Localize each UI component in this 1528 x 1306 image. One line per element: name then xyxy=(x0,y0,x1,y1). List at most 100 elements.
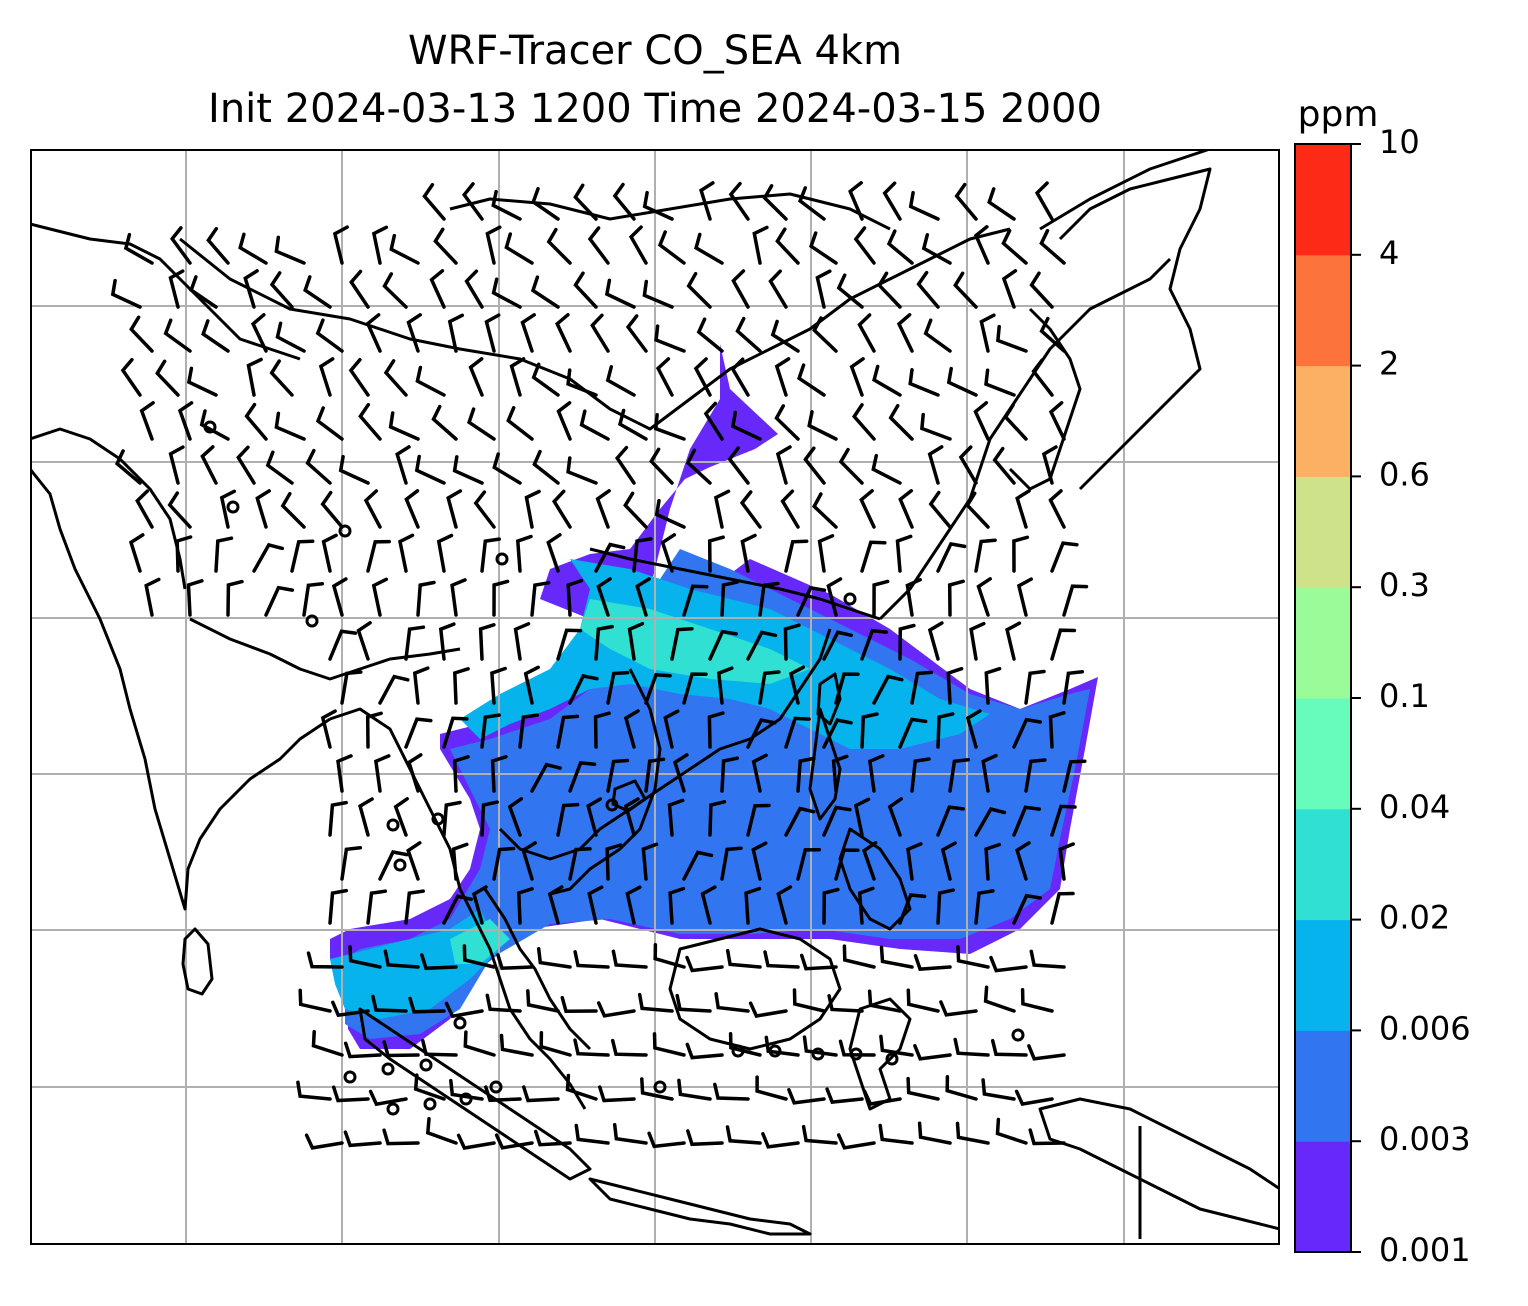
wind-barb xyxy=(404,625,426,661)
wind-barb xyxy=(594,542,626,573)
wind-barb xyxy=(625,885,642,925)
wind-barb xyxy=(797,363,826,397)
wind-barb xyxy=(974,889,995,925)
wind-barb xyxy=(388,411,420,441)
wind-barb xyxy=(898,489,914,529)
wind-barb xyxy=(199,409,230,441)
wind-barb xyxy=(1031,358,1054,397)
wind-barb xyxy=(731,269,750,309)
wind-barb xyxy=(784,539,809,573)
wind-barb xyxy=(566,368,598,397)
coastline-china-south xyxy=(589,547,881,621)
wind-barb xyxy=(1012,893,1043,925)
wind-barb xyxy=(393,797,409,837)
wind-barb xyxy=(522,1085,560,1103)
wind-barb xyxy=(727,446,750,485)
wind-barb xyxy=(775,227,800,265)
wind-barb xyxy=(973,225,990,265)
wind-barb xyxy=(1050,541,1079,573)
wind-barb xyxy=(280,491,306,529)
wind-barb xyxy=(910,670,934,705)
wind-barb xyxy=(560,995,598,1013)
wind-barb xyxy=(447,313,465,353)
colorbar-tick-label: 0.006 xyxy=(1379,1009,1471,1047)
colorbar-swatch xyxy=(1295,365,1351,477)
wind-barb xyxy=(758,581,780,617)
wind-barb xyxy=(444,1001,484,1019)
wind-barb xyxy=(275,321,306,353)
wind-barb xyxy=(989,955,1028,973)
wind-barb xyxy=(531,362,560,397)
colorbar-swatch xyxy=(1295,919,1351,1031)
wind-barb xyxy=(480,713,501,749)
wind-barb xyxy=(746,803,771,837)
wind-barb xyxy=(604,278,636,309)
wind-barb xyxy=(842,944,876,969)
wind-barb xyxy=(471,885,488,925)
coastline-japan xyxy=(1058,167,1212,491)
wind-barb xyxy=(906,1076,940,1101)
wind-barb xyxy=(642,279,674,309)
wind-barb xyxy=(320,709,337,749)
colorbar-swatch xyxy=(1295,698,1351,810)
wind-barb xyxy=(853,226,876,265)
wind-barb xyxy=(252,542,285,573)
wind-barb xyxy=(568,847,592,881)
wind-barb xyxy=(981,753,998,793)
wind-barb xyxy=(992,446,1016,485)
map-frame xyxy=(30,149,1280,1245)
wind-barb xyxy=(707,711,725,749)
wind-barb xyxy=(269,271,294,309)
wind-barb xyxy=(623,709,640,749)
wind-barb xyxy=(802,1035,838,1057)
wind-barb xyxy=(265,450,294,485)
wind-barb xyxy=(708,629,738,661)
wind-barb xyxy=(331,1000,370,1018)
wind-barb xyxy=(906,842,923,881)
coastline-new-guinea xyxy=(1038,1097,1280,1231)
wind-barb xyxy=(311,1030,344,1057)
map-title-line2: Init 2024-03-13 1200 Time 2024-03-15 200… xyxy=(208,86,1102,132)
wind-barb xyxy=(879,945,914,969)
wind-barb xyxy=(594,624,614,661)
wind-barb xyxy=(954,182,978,221)
wind-barb xyxy=(467,407,496,441)
wind-barb xyxy=(492,452,522,485)
wind-barb xyxy=(406,753,423,793)
wind-barb xyxy=(983,985,1016,1013)
wind-barb xyxy=(752,225,769,265)
wind-barb xyxy=(343,1130,382,1148)
wind-barb xyxy=(740,533,757,573)
wind-barb xyxy=(331,1085,370,1103)
wind-barb xyxy=(587,226,610,265)
wind-barb xyxy=(990,1038,1028,1057)
wind-barb xyxy=(784,806,816,837)
wind-barb xyxy=(1048,711,1066,749)
wind-barb xyxy=(1005,621,1022,661)
wind-barb xyxy=(520,313,536,353)
wind-barb xyxy=(817,534,835,573)
wind-barb xyxy=(168,269,185,309)
wind-barb xyxy=(304,1133,344,1150)
wind-barb xyxy=(1050,804,1077,837)
wind-barb xyxy=(632,537,653,573)
wind-barb xyxy=(595,489,611,529)
wind-barb xyxy=(725,1125,762,1145)
wind-barb xyxy=(513,622,531,661)
wind-barb xyxy=(862,841,878,881)
wind-barb xyxy=(956,945,990,969)
wind-barb xyxy=(744,886,762,925)
wind-barb xyxy=(974,806,1007,837)
colorbar: 0.001 0.003 0.006 0.02 0.04 0.1 0.3 0.6 2 4 10 ppm xyxy=(1294,100,1471,1269)
wind-barb xyxy=(746,630,778,661)
wind-barb xyxy=(186,579,204,617)
wind-barb xyxy=(654,498,686,529)
wind-barb xyxy=(404,717,433,749)
wind-barb xyxy=(644,757,666,793)
wind-barb xyxy=(449,1078,484,1101)
wind-barb xyxy=(530,275,560,309)
wind-barb xyxy=(796,847,822,881)
wind-barb xyxy=(1001,269,1018,309)
wind-barb xyxy=(306,951,344,969)
wind-barb xyxy=(328,629,358,661)
